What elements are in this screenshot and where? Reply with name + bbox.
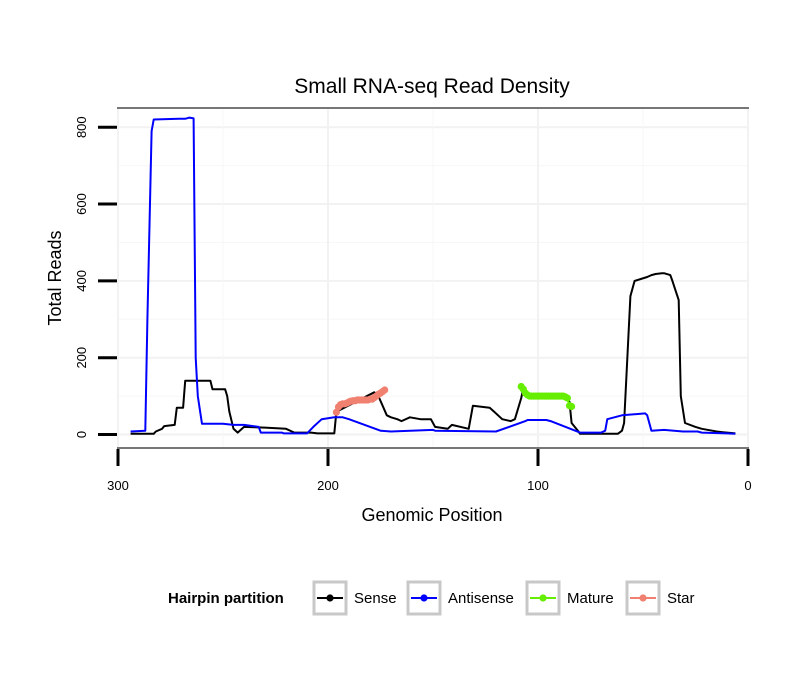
legend-item-mature: Mature [525,580,614,616]
x-tick-label: 0 [744,478,751,493]
y-tick-label: 400 [74,270,89,292]
legend-item-sense: Sense [312,580,397,616]
legend-key-dot [639,594,647,602]
legend-label-antisense: Antisense [448,590,514,607]
star-point [381,386,389,394]
legend: Hairpin partition Sense Antisense Mature St… [168,580,695,616]
y-tick-label: 0 [74,431,89,438]
legend-keys: Sense Antisense Mature Star [312,580,695,616]
legend-item-star: Star [625,580,695,616]
x-tick-label: 100 [527,478,549,493]
mature-point [568,402,576,411]
legend-label-mature: Mature [567,590,614,607]
y-tick-label: 200 [74,347,89,369]
legend-key-dot [539,594,547,602]
antisense-series-line [130,116,736,435]
legend-title: Hairpin partition [168,590,284,607]
x-tick-label: 300 [107,478,129,493]
x-tick-label: 200 [317,478,339,493]
legend-key-dot [326,594,334,602]
y-axis: 0 200 400 600 800 [74,116,117,438]
x-axis: 300 200 100 0 [107,449,752,493]
x-axis-title: Genomic Position [361,505,502,525]
legend-key-dot [420,594,428,602]
legend-item-antisense: Antisense [406,580,514,616]
chart-title: Small RNA-seq Read Density [294,75,570,98]
mature-point [563,394,572,402]
y-axis-title: Total Reads [45,230,65,325]
grid-lines [117,109,749,447]
legend-label-star: Star [667,590,695,607]
sense-series-line [130,272,736,435]
y-tick-label: 600 [74,193,89,215]
y-tick-label: 800 [74,116,89,138]
legend-label-sense: Sense [354,590,397,607]
series-markers [332,382,576,416]
